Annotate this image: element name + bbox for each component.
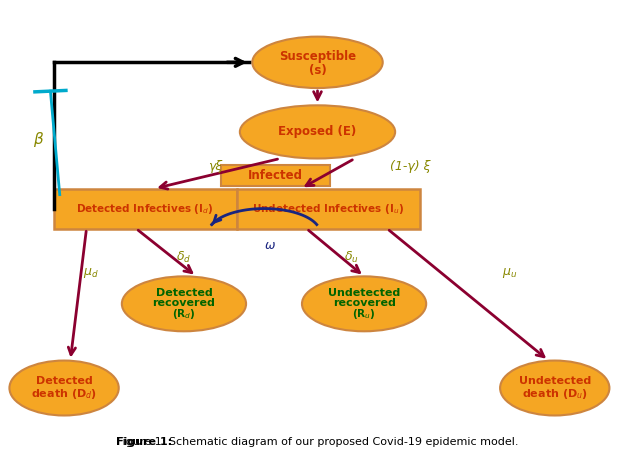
Text: Detected: Detected bbox=[36, 376, 93, 386]
Text: (s): (s) bbox=[309, 64, 326, 77]
Bar bbox=[53, 189, 237, 228]
Text: recovered: recovered bbox=[152, 298, 215, 308]
Text: (1-γ) ξ: (1-γ) ξ bbox=[391, 160, 431, 173]
Text: Susceptible: Susceptible bbox=[279, 50, 356, 63]
Bar bbox=[237, 189, 420, 228]
Text: μ$_d$: μ$_d$ bbox=[83, 266, 98, 280]
Ellipse shape bbox=[10, 361, 119, 415]
Text: Undetected: Undetected bbox=[328, 288, 400, 298]
Text: ω: ω bbox=[265, 239, 276, 252]
Text: Detected: Detected bbox=[156, 288, 212, 298]
Ellipse shape bbox=[252, 37, 383, 88]
Text: (R$_u$): (R$_u$) bbox=[352, 307, 376, 320]
Text: Undetected Infectives (I$_u$): Undetected Infectives (I$_u$) bbox=[252, 202, 404, 216]
Text: death (D$_u$): death (D$_u$) bbox=[522, 387, 588, 401]
Text: Figure 1: Schematic diagram of our proposed Covid-19 epidemic model.: Figure 1: Schematic diagram of our propo… bbox=[117, 437, 518, 447]
Bar bbox=[221, 165, 330, 186]
Text: Exposed (E): Exposed (E) bbox=[278, 125, 357, 138]
Text: Detected Infectives (I$_d$): Detected Infectives (I$_d$) bbox=[76, 202, 214, 216]
Ellipse shape bbox=[500, 361, 610, 415]
Ellipse shape bbox=[240, 105, 395, 159]
Text: (R$_d$): (R$_d$) bbox=[172, 307, 196, 320]
Text: γξ: γξ bbox=[208, 160, 222, 173]
Ellipse shape bbox=[302, 276, 426, 331]
Text: Infected: Infected bbox=[248, 169, 303, 182]
Text: Undetected: Undetected bbox=[519, 376, 591, 386]
Text: β: β bbox=[33, 133, 43, 147]
Text: Figure 1:: Figure 1: bbox=[116, 437, 171, 447]
Text: μ$_u$: μ$_u$ bbox=[502, 266, 518, 280]
Text: recovered: recovered bbox=[333, 298, 396, 308]
Ellipse shape bbox=[122, 276, 246, 331]
Text: death (D$_d$): death (D$_d$) bbox=[31, 387, 97, 401]
Text: δ$_d$: δ$_d$ bbox=[177, 250, 192, 265]
Text: δ$_u$: δ$_u$ bbox=[344, 250, 359, 265]
